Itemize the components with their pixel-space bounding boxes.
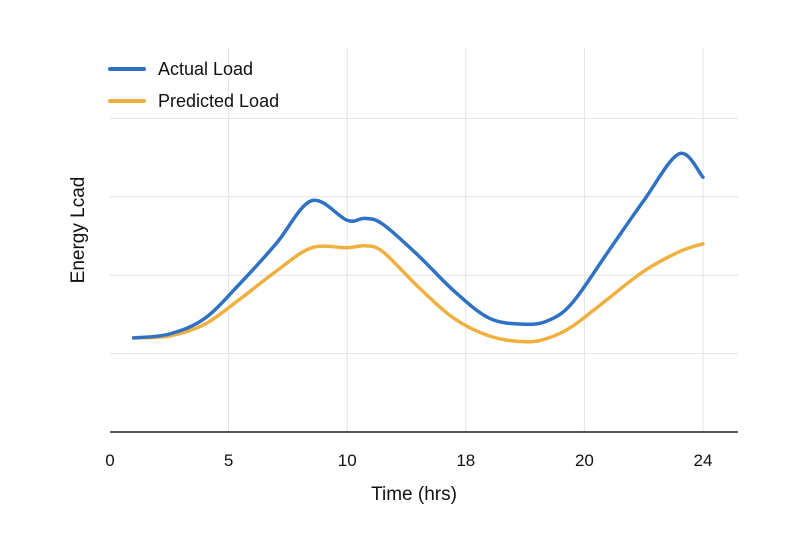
x-tick-label: 18 — [456, 451, 475, 470]
grid-lines — [110, 48, 738, 432]
x-tick-label: 10 — [338, 451, 357, 470]
legend-label: Predicted Load — [158, 91, 279, 111]
legend-label: Actual Load — [158, 59, 253, 79]
x-tick-label: 0 — [105, 451, 114, 470]
x-tick-labels: 0 5 10 18 20 24 — [105, 451, 712, 470]
legend: Actual Load Predicted Load — [108, 59, 279, 111]
x-tick-label: 5 — [224, 451, 233, 470]
x-tick-label: 20 — [575, 451, 594, 470]
series-line-actual-load — [131, 151, 705, 340]
series-line-predicted-load — [131, 242, 705, 344]
x-tick-label: 24 — [694, 451, 713, 470]
y-axis-title: Energy Lcad — [68, 177, 89, 284]
series-lines — [131, 151, 705, 344]
x-axis-title: Time (hrs) — [371, 484, 457, 505]
